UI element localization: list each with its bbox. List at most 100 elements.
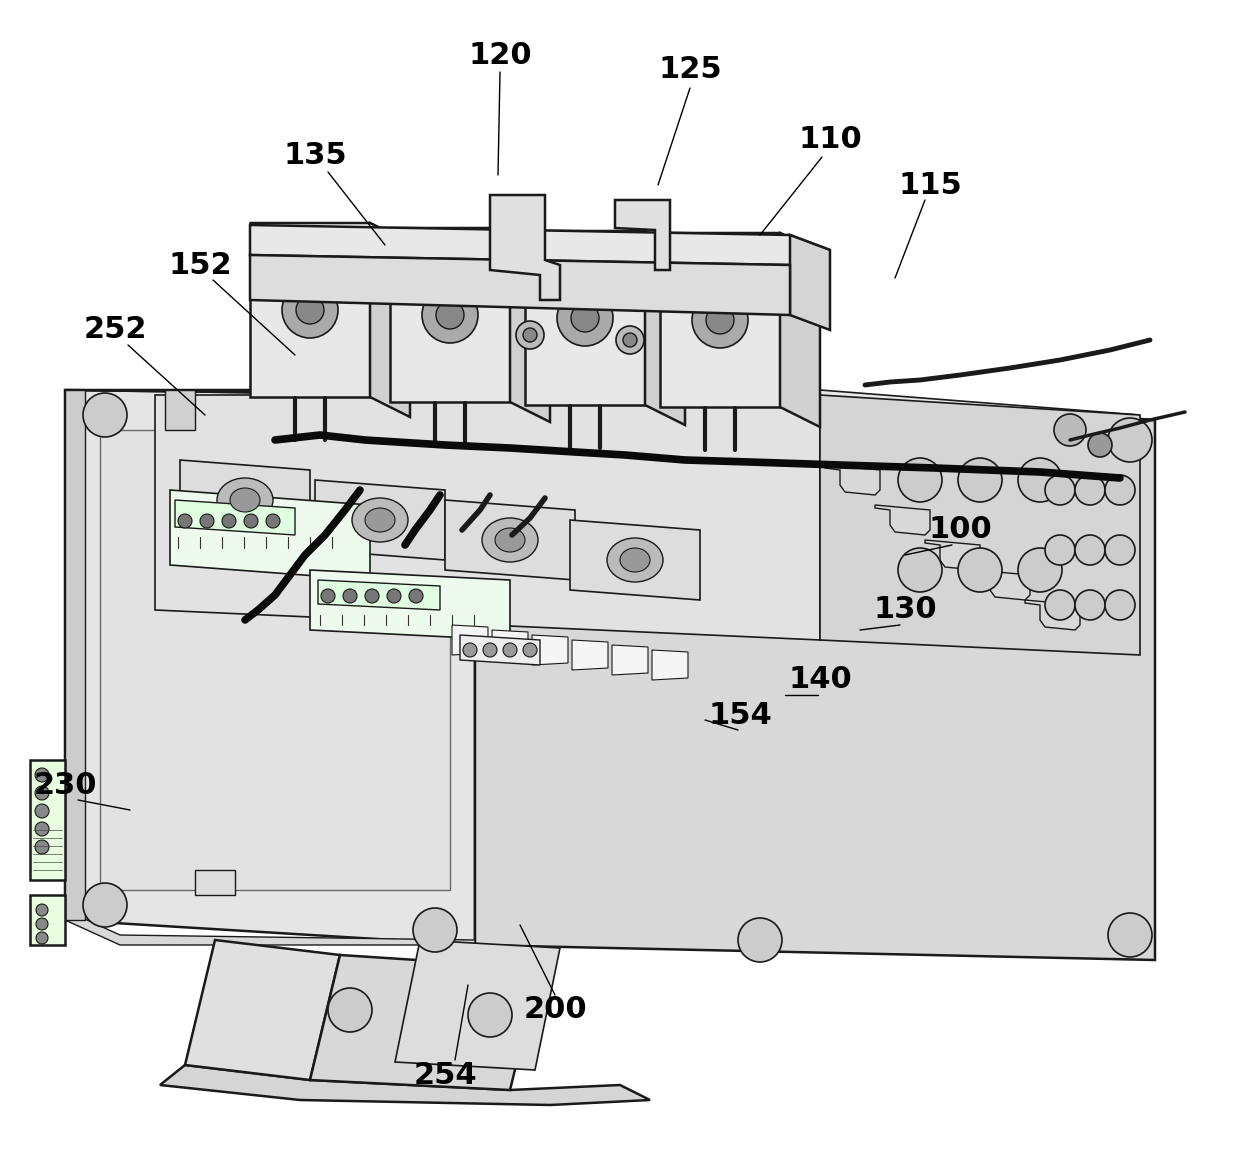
Ellipse shape bbox=[1018, 548, 1061, 592]
Polygon shape bbox=[396, 941, 560, 1070]
Polygon shape bbox=[170, 490, 370, 580]
Polygon shape bbox=[250, 223, 370, 397]
Ellipse shape bbox=[1109, 418, 1152, 462]
Polygon shape bbox=[195, 870, 236, 896]
Polygon shape bbox=[160, 1065, 650, 1106]
Ellipse shape bbox=[608, 538, 663, 582]
Polygon shape bbox=[525, 231, 684, 252]
Ellipse shape bbox=[898, 458, 942, 502]
Ellipse shape bbox=[222, 514, 236, 529]
Polygon shape bbox=[315, 480, 445, 560]
Ellipse shape bbox=[706, 306, 734, 334]
Ellipse shape bbox=[485, 233, 505, 253]
Ellipse shape bbox=[738, 917, 782, 962]
Ellipse shape bbox=[267, 514, 280, 529]
Polygon shape bbox=[532, 635, 568, 665]
Polygon shape bbox=[155, 395, 820, 640]
Ellipse shape bbox=[83, 883, 126, 927]
Ellipse shape bbox=[523, 328, 537, 342]
Text: 252: 252 bbox=[83, 315, 146, 345]
Ellipse shape bbox=[35, 786, 50, 800]
Text: 230: 230 bbox=[33, 771, 97, 800]
Polygon shape bbox=[525, 231, 645, 405]
Ellipse shape bbox=[755, 238, 775, 258]
Ellipse shape bbox=[503, 643, 517, 657]
Polygon shape bbox=[475, 395, 1154, 960]
Polygon shape bbox=[652, 650, 688, 680]
Ellipse shape bbox=[495, 529, 525, 552]
Text: 140: 140 bbox=[789, 666, 852, 695]
Ellipse shape bbox=[484, 643, 497, 657]
Polygon shape bbox=[64, 390, 86, 920]
Ellipse shape bbox=[281, 282, 339, 338]
Ellipse shape bbox=[352, 499, 408, 542]
Ellipse shape bbox=[365, 589, 379, 604]
Ellipse shape bbox=[1075, 535, 1105, 565]
Polygon shape bbox=[30, 760, 64, 881]
Polygon shape bbox=[790, 235, 830, 330]
Ellipse shape bbox=[436, 301, 464, 329]
Ellipse shape bbox=[463, 643, 477, 657]
Ellipse shape bbox=[217, 478, 273, 522]
Polygon shape bbox=[460, 635, 539, 665]
Ellipse shape bbox=[692, 292, 748, 349]
Ellipse shape bbox=[296, 295, 324, 324]
Polygon shape bbox=[30, 896, 64, 945]
Polygon shape bbox=[250, 225, 830, 265]
Text: 130: 130 bbox=[873, 595, 936, 624]
Text: 254: 254 bbox=[413, 1061, 477, 1089]
Text: 135: 135 bbox=[283, 141, 347, 170]
Ellipse shape bbox=[622, 334, 637, 347]
Polygon shape bbox=[660, 233, 820, 253]
Ellipse shape bbox=[959, 548, 1002, 592]
Ellipse shape bbox=[244, 514, 258, 529]
Polygon shape bbox=[570, 520, 701, 600]
Polygon shape bbox=[825, 465, 880, 495]
Text: 125: 125 bbox=[658, 55, 722, 84]
Ellipse shape bbox=[1105, 475, 1135, 505]
Ellipse shape bbox=[1075, 590, 1105, 620]
Ellipse shape bbox=[35, 822, 50, 835]
Polygon shape bbox=[64, 911, 475, 945]
Polygon shape bbox=[510, 228, 551, 422]
Ellipse shape bbox=[1018, 458, 1061, 502]
Text: 200: 200 bbox=[523, 996, 587, 1025]
Polygon shape bbox=[391, 228, 551, 248]
Ellipse shape bbox=[482, 518, 538, 562]
Ellipse shape bbox=[229, 488, 260, 512]
Ellipse shape bbox=[36, 904, 48, 916]
Ellipse shape bbox=[1054, 414, 1086, 445]
Ellipse shape bbox=[898, 548, 942, 592]
Ellipse shape bbox=[35, 840, 50, 854]
Polygon shape bbox=[615, 200, 670, 270]
Ellipse shape bbox=[329, 988, 372, 1032]
Polygon shape bbox=[445, 500, 575, 580]
Text: 154: 154 bbox=[708, 700, 771, 729]
Text: 100: 100 bbox=[928, 516, 992, 545]
Ellipse shape bbox=[1075, 475, 1105, 505]
Ellipse shape bbox=[365, 508, 396, 532]
Ellipse shape bbox=[409, 589, 423, 604]
Ellipse shape bbox=[523, 643, 537, 657]
Polygon shape bbox=[310, 956, 539, 1091]
Polygon shape bbox=[64, 390, 1154, 420]
Polygon shape bbox=[250, 255, 790, 315]
Ellipse shape bbox=[1105, 590, 1135, 620]
Polygon shape bbox=[453, 625, 489, 655]
Text: 120: 120 bbox=[469, 40, 532, 69]
Ellipse shape bbox=[1045, 590, 1075, 620]
Polygon shape bbox=[1025, 600, 1080, 630]
Ellipse shape bbox=[35, 769, 50, 782]
Ellipse shape bbox=[36, 917, 48, 930]
Ellipse shape bbox=[321, 589, 335, 604]
Polygon shape bbox=[875, 505, 930, 535]
Ellipse shape bbox=[413, 908, 458, 952]
Ellipse shape bbox=[200, 514, 215, 529]
Ellipse shape bbox=[1045, 535, 1075, 565]
Ellipse shape bbox=[570, 304, 599, 332]
Ellipse shape bbox=[179, 514, 192, 529]
Ellipse shape bbox=[35, 804, 50, 818]
Text: 110: 110 bbox=[799, 126, 862, 155]
Ellipse shape bbox=[1087, 433, 1112, 457]
Ellipse shape bbox=[83, 394, 126, 437]
